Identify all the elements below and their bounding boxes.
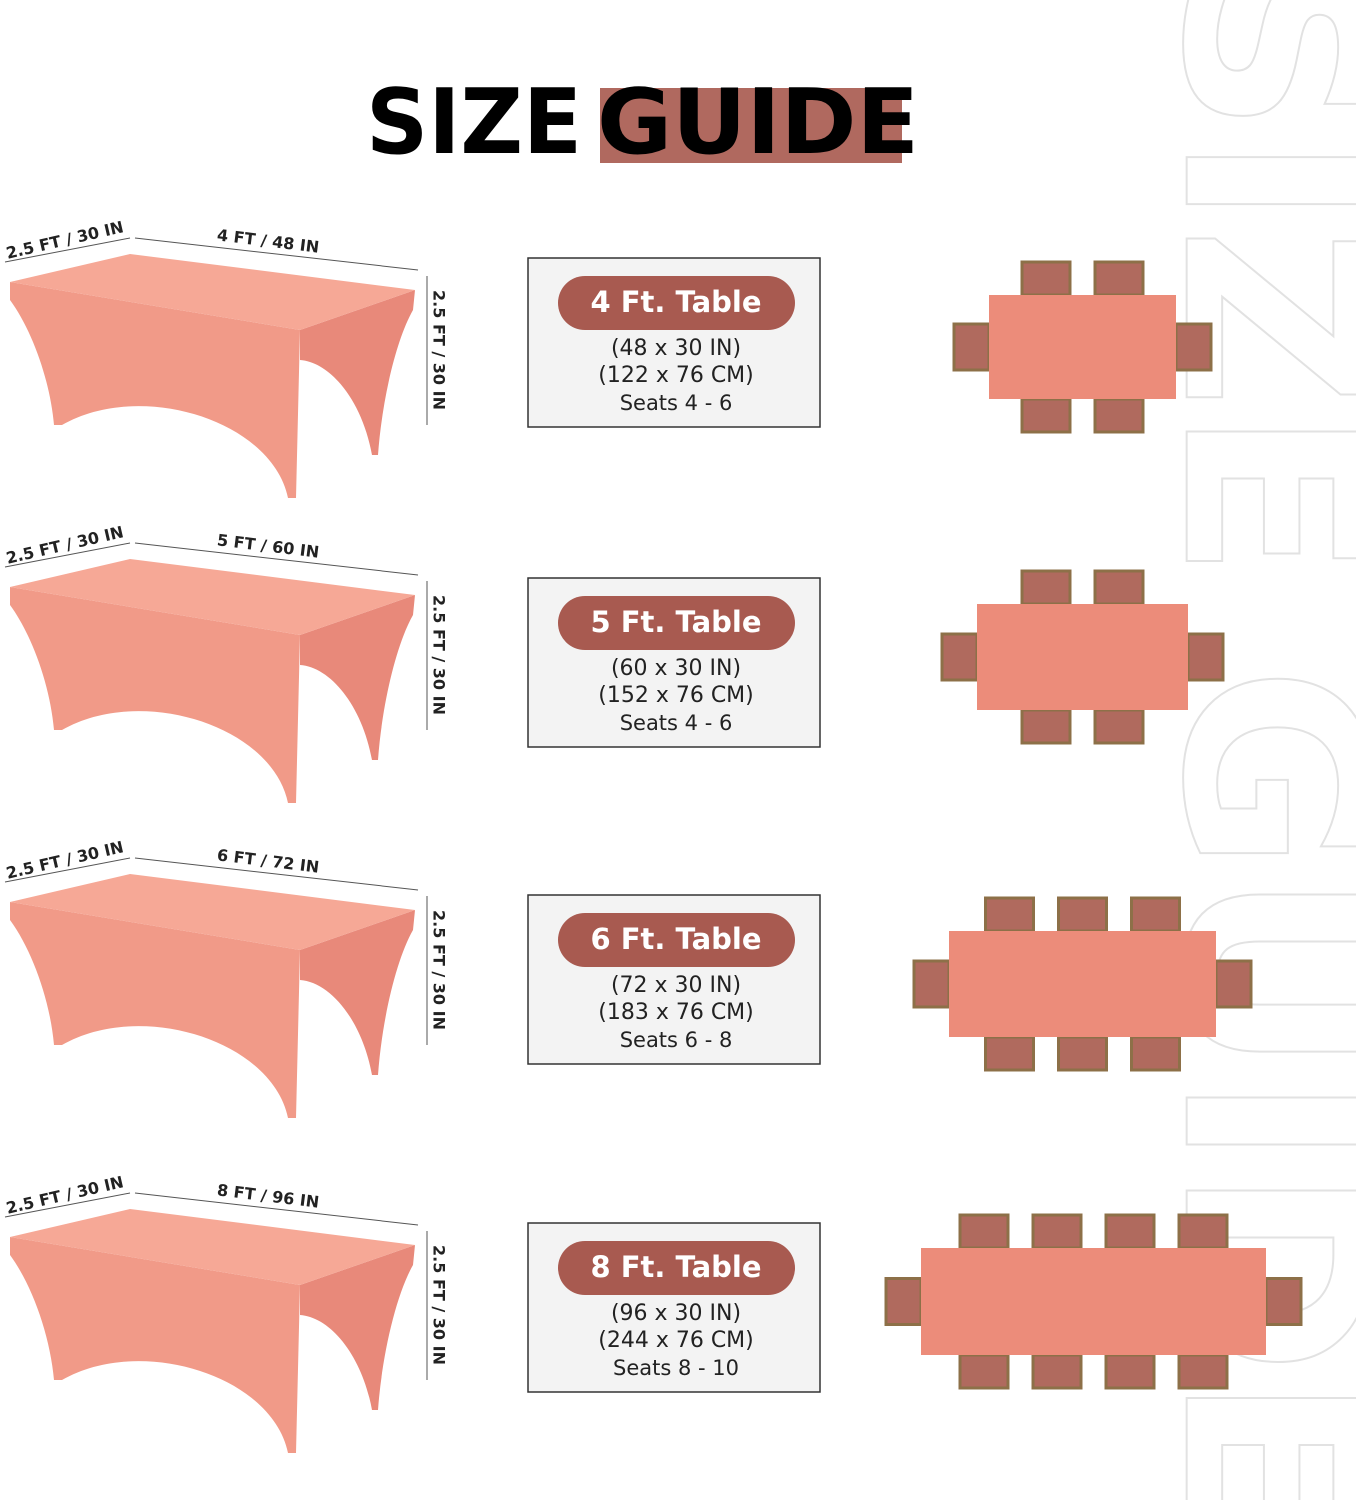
seating-table xyxy=(977,604,1188,710)
seats: Seats 8 - 10 xyxy=(613,1356,739,1380)
seating-table xyxy=(921,1248,1266,1355)
chair xyxy=(1057,896,1108,933)
table-cover-top xyxy=(10,254,415,330)
table-name: 4 Ft. Table xyxy=(590,285,761,319)
table-cover-side xyxy=(300,1245,415,1410)
chair xyxy=(1104,1213,1156,1250)
chair xyxy=(958,1353,1010,1390)
table-cover-top xyxy=(10,559,415,635)
size-cm: (244 x 76 CM) xyxy=(598,1328,754,1353)
chair xyxy=(912,959,951,1009)
dim-line xyxy=(134,1192,419,1226)
chair xyxy=(1020,569,1072,606)
chair xyxy=(1031,1353,1083,1390)
dim-line xyxy=(4,542,131,568)
dim-line xyxy=(134,237,419,271)
dim-line xyxy=(134,857,419,891)
size-cm: (183 x 76 CM) xyxy=(598,1000,754,1025)
dim-line xyxy=(4,237,131,263)
chair xyxy=(1057,1035,1108,1072)
chair xyxy=(884,1277,923,1326)
table-cover-front xyxy=(10,587,300,803)
width-label: 5 FT / 60 IN xyxy=(216,530,320,561)
size-inches: (72 x 30 IN) xyxy=(611,973,741,998)
chair xyxy=(1186,632,1225,682)
name-pill xyxy=(558,913,795,967)
name-pill xyxy=(558,596,795,650)
name-pill xyxy=(558,1241,795,1295)
chair xyxy=(1093,260,1145,297)
dim-line xyxy=(4,857,131,883)
table-cover-side xyxy=(300,910,415,1075)
chair xyxy=(1093,397,1145,434)
chair xyxy=(940,632,979,682)
width-label: 6 FT / 72 IN xyxy=(216,845,320,876)
chair xyxy=(1177,1213,1229,1250)
size-cm: (122 x 76 CM) xyxy=(598,363,754,388)
chair xyxy=(1174,322,1213,372)
chair xyxy=(1093,569,1145,606)
table-cover-side xyxy=(300,290,415,455)
chair xyxy=(958,1213,1010,1250)
chair xyxy=(952,322,991,372)
dim-line xyxy=(4,1192,131,1218)
depth-label: 2.5 FT / 30 IN xyxy=(4,522,125,567)
dim-line xyxy=(134,542,419,576)
title-highlight xyxy=(600,88,902,163)
chair xyxy=(1130,896,1181,933)
width-label: 4 FT / 48 IN xyxy=(216,225,320,256)
table-name: 5 Ft. Table xyxy=(590,605,761,639)
size-inches: (96 x 30 IN) xyxy=(611,1301,741,1326)
chair xyxy=(1020,397,1072,434)
table-cover-top xyxy=(10,1209,415,1285)
chair xyxy=(1031,1213,1083,1250)
size-inches: (60 x 30 IN) xyxy=(611,656,741,681)
depth-label: 2.5 FT / 30 IN xyxy=(4,217,125,262)
size-inches: (48 x 30 IN) xyxy=(611,336,741,361)
table-cover-front xyxy=(10,902,300,1118)
table-name: 8 Ft. Table xyxy=(590,1250,761,1284)
table-cover-top xyxy=(10,874,415,950)
table-name: 6 Ft. Table xyxy=(590,922,761,956)
title-size: SIZE xyxy=(366,70,582,175)
width-label: 8 FT / 96 IN xyxy=(216,1180,320,1211)
seats: Seats 4 - 6 xyxy=(620,391,733,415)
chair xyxy=(1093,708,1145,745)
depth-label: 2.5 FT / 30 IN xyxy=(4,837,125,882)
height-label: 2.5 FT / 30 IN xyxy=(430,1245,449,1365)
chair xyxy=(1104,1353,1156,1390)
chair xyxy=(1214,959,1253,1009)
height-label: 2.5 FT / 30 IN xyxy=(430,595,449,715)
chair xyxy=(1177,1353,1229,1390)
chair xyxy=(1130,1035,1181,1072)
name-pill xyxy=(558,276,795,330)
depth-label: 2.5 FT / 30 IN xyxy=(4,1172,125,1217)
height-label: 2.5 FT / 30 IN xyxy=(430,290,449,410)
chair xyxy=(1264,1277,1303,1326)
size-cm: (152 x 76 CM) xyxy=(598,683,754,708)
table-cover-front xyxy=(10,1237,300,1453)
chair xyxy=(984,896,1035,933)
height-label: 2.5 FT / 30 IN xyxy=(430,910,449,1030)
chair xyxy=(1020,708,1072,745)
table-cover-side xyxy=(300,595,415,760)
seats: Seats 4 - 6 xyxy=(620,711,733,735)
table-cover-front xyxy=(10,282,300,498)
seating-table xyxy=(989,295,1176,399)
chair xyxy=(1020,260,1072,297)
seating-table xyxy=(949,931,1216,1037)
chair xyxy=(984,1035,1035,1072)
title-guide: GUIDE xyxy=(597,70,919,175)
seats: Seats 6 - 8 xyxy=(620,1028,733,1052)
